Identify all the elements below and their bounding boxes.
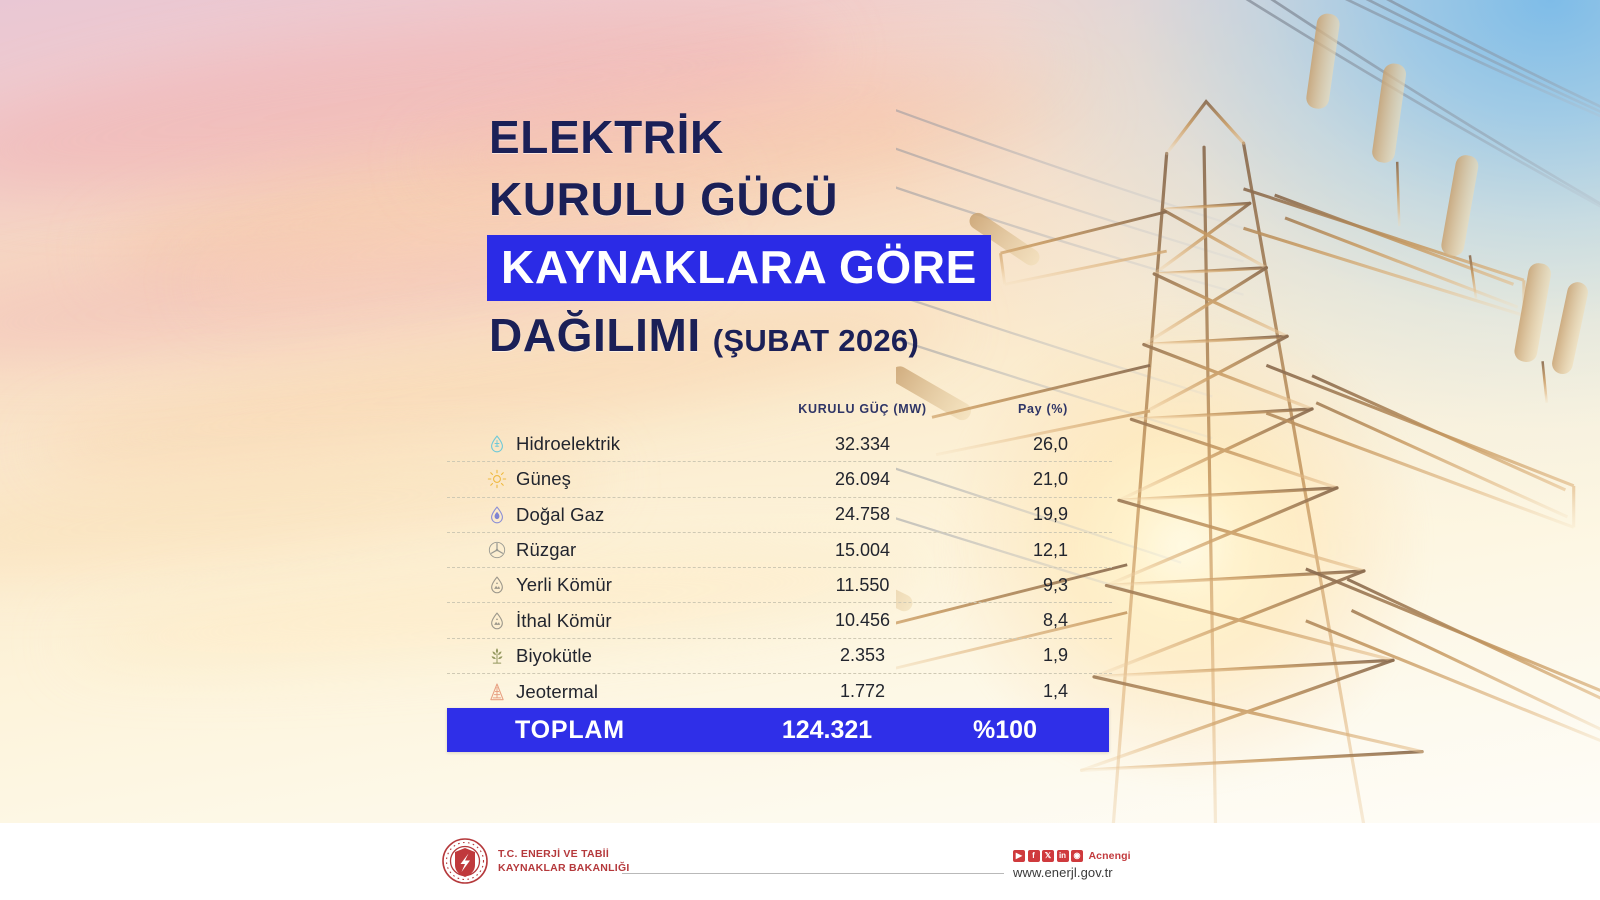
cell-capacity: 32.334 — [834, 433, 891, 454]
title-line-2: KURULU GÜCÜ — [489, 173, 839, 225]
total-capacity: 124.321 — [781, 715, 873, 744]
cell-source: Hidroelektrik — [487, 433, 755, 455]
table-row: Güneş 26.094 21,0 — [447, 462, 1112, 498]
table-body: Hidroelektrik 32.334 26,0 Güneş 26.094 21,0 Do… — [447, 427, 1112, 709]
page-footer: T.C. ENERJİ VE TABİİ KAYNAKLAR BAKANLIĞI… — [0, 823, 1600, 900]
cell-capacity: 1.772 — [839, 681, 886, 702]
cell-source: Güneş — [487, 468, 755, 490]
cell-capacity: 26.094 — [834, 468, 891, 489]
ministry-logo: T.C. ENERJİ VE TABİİ KAYNAKLAR BAKANLIĞI — [441, 837, 630, 885]
title-line-1: ELEKTRİK — [489, 111, 724, 163]
cell-source: Biyokütle — [487, 645, 755, 667]
cell-source: Doğal Gaz — [487, 504, 755, 526]
transmission-pylon-photo — [896, 0, 1600, 828]
source-label: Güneş — [516, 468, 572, 490]
header-share: Pay (%) — [1017, 402, 1068, 416]
cell-share: 21,0 — [1032, 468, 1068, 489]
facebook-icon[interactable]: f — [1027, 850, 1040, 862]
cell-share: 9,3 — [1042, 574, 1068, 595]
ministry-seal-icon — [441, 837, 489, 885]
website-url[interactable]: www.enerjl.gov.tr — [1013, 865, 1113, 880]
source-label: Doğal Gaz — [516, 503, 605, 525]
sun-icon — [487, 468, 507, 490]
cell-share: 1,4 — [1042, 681, 1068, 702]
header-capacity: KURULU GÜÇ (MW) — [798, 402, 927, 416]
table-row: Hidroelektrik 32.334 26,0 — [447, 427, 1112, 463]
table-row: Rüzgar 15.004 12,1 — [447, 533, 1112, 569]
cell-share: 1,9 — [1042, 645, 1068, 666]
cell-share: 26,0 — [1032, 433, 1068, 454]
title-highlight-row: KAYNAKLARA GÖRE — [487, 235, 1109, 301]
cell-share: 8,4 — [1042, 610, 1068, 631]
gas-flame-icon — [487, 504, 507, 526]
linkedin-icon[interactable]: in — [1056, 850, 1069, 862]
ministry-line-1: T.C. ENERJİ VE TABİİ — [498, 848, 609, 860]
cell-capacity: 2.353 — [839, 645, 886, 666]
water-drop-icon — [487, 433, 507, 455]
cell-capacity: 10.456 — [834, 610, 891, 631]
title-line-3-highlight: KAYNAKLARA GÖRE — [487, 235, 991, 301]
cell-share: 12,1 — [1032, 539, 1068, 560]
table-row: İthal Kömür 10.456 8,4 — [447, 603, 1112, 639]
cell-source: İthal Kömür — [487, 610, 755, 632]
table-row: Yerli Kömür 11.550 9,3 — [447, 568, 1112, 604]
geothermal-icon — [487, 681, 507, 703]
youtube-icon[interactable]: ▶ — [1013, 850, 1025, 862]
ministry-line-2: KAYNAKLAR BAKANLIĞI — [498, 862, 630, 874]
ministry-name: T.C. ENERJİ VE TABİİ KAYNAKLAR BAKANLIĞI — [498, 848, 630, 874]
table-row: Jeotermal 1.772 1,4 — [447, 674, 1112, 709]
coal-icon — [487, 610, 507, 632]
source-label: Yerli Kömür — [516, 574, 613, 596]
table-row: Biyokütle 2.353 1,9 — [447, 639, 1112, 675]
biomass-icon — [487, 645, 507, 667]
table-header-row: KURULU GÜÇ (MW) Pay (%) — [447, 394, 1112, 424]
cell-capacity: 11.550 — [835, 574, 890, 595]
coal-icon — [487, 574, 507, 596]
source-label: Jeotermal — [516, 680, 599, 702]
source-label: Hidroelektrik — [516, 433, 621, 455]
title-period: (ŞUBAT 2026) — [712, 323, 920, 358]
capacity-table: KURULU GÜÇ (MW) Pay (%) Hidroelektrik 32.… — [447, 394, 1112, 709]
total-label: TOPLAM — [515, 715, 625, 744]
table-row: Doğal Gaz 24.758 19,9 — [447, 498, 1112, 533]
instagram-icon[interactable]: ◉ — [1071, 850, 1083, 862]
cell-source: Jeotermal — [487, 681, 755, 703]
cell-capacity: 24.758 — [834, 504, 891, 525]
cell-share: 19,9 — [1032, 504, 1068, 525]
source-label: Biyokütle — [516, 644, 592, 666]
cell-source: Rüzgar — [487, 539, 755, 561]
total-row: TOPLAM 124.321 %100 — [447, 708, 1109, 752]
headline-block: ELEKTRİK KURULU GÜCÜ KAYNAKLARA GÖRE DAĞ… — [487, 111, 1109, 359]
total-share: %100 — [973, 715, 1037, 744]
title-line-4-row: DAĞILIMI (ŞUBAT 2026) — [489, 312, 1109, 359]
source-label: Rüzgar — [516, 539, 577, 561]
social-handle: Acnengi — [1088, 850, 1131, 862]
cell-capacity: 15.004 — [834, 539, 891, 560]
footer-divider — [622, 873, 1004, 874]
cell-source: Yerli Kömür — [487, 574, 755, 596]
twitter-x-icon[interactable]: 𝕏 — [1042, 850, 1054, 862]
title-line-4: DAĞILIMI — [489, 309, 701, 361]
source-label: İthal Kömür — [516, 609, 612, 631]
wind-turbine-icon — [487, 539, 507, 561]
